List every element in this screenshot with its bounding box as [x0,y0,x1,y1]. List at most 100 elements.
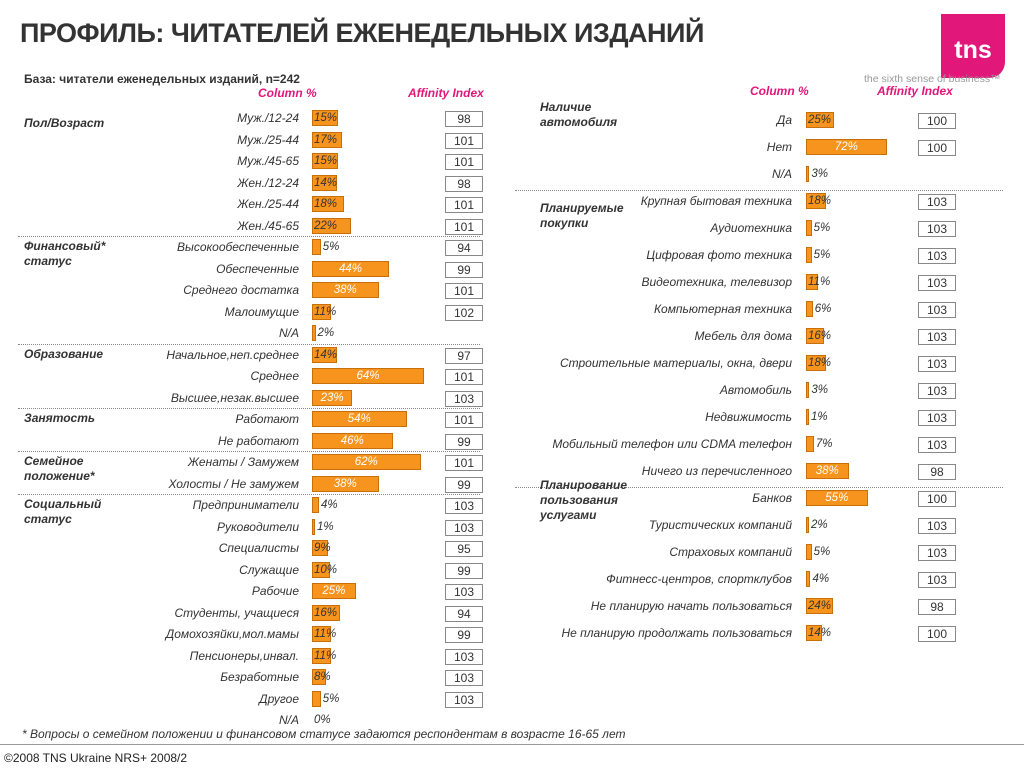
bar-value-label: 23% [320,391,344,404]
page-title: ПРОФИЛЬ: ЧИТАТЕЛЕЙ ЕЖЕНЕДЕЛЬНЫХ ИЗДАНИЙ [20,18,704,48]
bar-value-label: 72% [834,141,858,153]
group-separator [18,236,480,237]
row-label: Женаты / Замужем [187,455,299,469]
bar-value-label: 46% [340,434,364,447]
affinity-index-box: 103 [918,383,956,399]
group-title: Пол/Возраст [24,116,105,130]
row-label: Компьютерная техника [653,302,792,316]
affinity-index-box: 103 [918,302,956,318]
sample-base: База: читатели еженедельных изданий, n=2… [24,72,300,86]
bar-value-label: 54% [347,413,371,425]
affinity-index-box: 103 [918,194,956,210]
affinity-index-box: 99 [445,261,483,278]
row-label: Обеспеченные [216,261,299,276]
left-affinity-index-header: Affinity Index [408,86,484,100]
bar-value-label: 11% [314,305,337,318]
bar-value-label: 14% [314,348,338,361]
bar [312,454,421,470]
bar [312,561,330,578]
affinity-index-box: 101 [445,154,483,170]
bar-value-label: 2% [811,519,828,531]
row-label: Не планирую начать пользоваться [590,599,792,613]
affinity-index-box: 98 [445,111,483,127]
bar [806,436,814,452]
bar [312,303,332,320]
affinity-index-box: 101 [445,132,483,149]
bar [312,217,351,234]
affinity-index-box: 103 [918,545,956,561]
bar [806,328,824,344]
bar-value-label: 17% [314,133,338,146]
affinity-index-box: 101 [445,455,483,471]
row-label: Не планирую продолжать пользоваться [561,626,792,640]
row-label: Пенсионеры,инвал. [189,648,299,663]
bar-value-label: 5% [813,249,831,261]
bar [312,518,315,535]
bar-value-label: 5% [322,241,340,253]
bar-value-label: 22% [314,219,338,232]
affinity-index-box: 103 [918,221,956,237]
row-label: N/A [278,326,299,340]
group-title: Образование [24,346,104,361]
bar [312,153,339,169]
row-label: Автомобиль [719,383,792,397]
row-label: Высшее,незак.высшее [170,390,299,405]
row-label: Аудиотехника [710,221,792,235]
bar-value-label: 14% [314,176,338,189]
bar [312,368,424,384]
affinity-index-box: 94 [445,605,483,622]
affinity-index-box: 95 [445,541,483,557]
bar [312,626,332,642]
row-label: Строительные материалы, окна, двери [559,356,792,370]
affinity-index-box: 103 [445,390,483,407]
bar [806,355,827,371]
bar [312,690,321,707]
bar [312,540,328,556]
affinity-index-box: 103 [445,498,483,514]
bar [312,583,356,599]
row-label: Студенты, учащиеся [174,605,299,620]
affinity-index-box: 103 [445,670,483,686]
bar [312,325,316,341]
right-affinity-index-header: Affinity Index [877,84,953,98]
affinity-index-box: 101 [445,283,483,299]
affinity-index-box: 103 [918,410,956,426]
group-separator [18,408,480,409]
group-separator [515,190,1003,191]
row-label: Муж./25-44 [237,132,299,147]
group-title: Занятость [24,411,96,425]
bar-value-label: 3% [811,168,828,180]
row-label: Малоимущие [224,304,299,319]
row-label: Предприниматели [192,498,299,512]
affinity-index-box: 100 [918,140,956,156]
right-column-percent-header: Column % [750,84,809,98]
row-label: N/A [278,713,299,727]
row-label: Другое [259,691,299,706]
row-label: Среднее [250,369,299,383]
bar-value-label: 24% [808,600,832,612]
bar-value-label: 62% [354,456,378,468]
left-column-percent-header: Column % [258,86,317,100]
bar [312,110,339,126]
bar [312,604,340,621]
affinity-index-box: 98 [445,175,483,192]
affinity-index-box: 103 [918,275,956,291]
affinity-index-box: 102 [445,304,483,321]
affinity-index-box: 99 [445,433,483,450]
row-label: Руководители [216,519,299,534]
bar [312,669,326,685]
row-label: Рабочие [251,584,299,598]
row-label: Специалисты [218,541,299,555]
bar [312,282,379,298]
row-label: Крупная бытовая техника [640,194,792,208]
bar [312,432,393,449]
row-label: Служащие [239,562,299,577]
affinity-index-box: 103 [918,248,956,264]
bar-value-label: 44% [338,262,363,275]
bar [806,598,833,614]
row-label: Нет [766,140,792,154]
bar [806,544,812,560]
bar-value-label: 2% [317,327,335,339]
row-label: Домохозяйки,мол.мамы [165,627,299,641]
affinity-index-box: 103 [918,518,956,534]
